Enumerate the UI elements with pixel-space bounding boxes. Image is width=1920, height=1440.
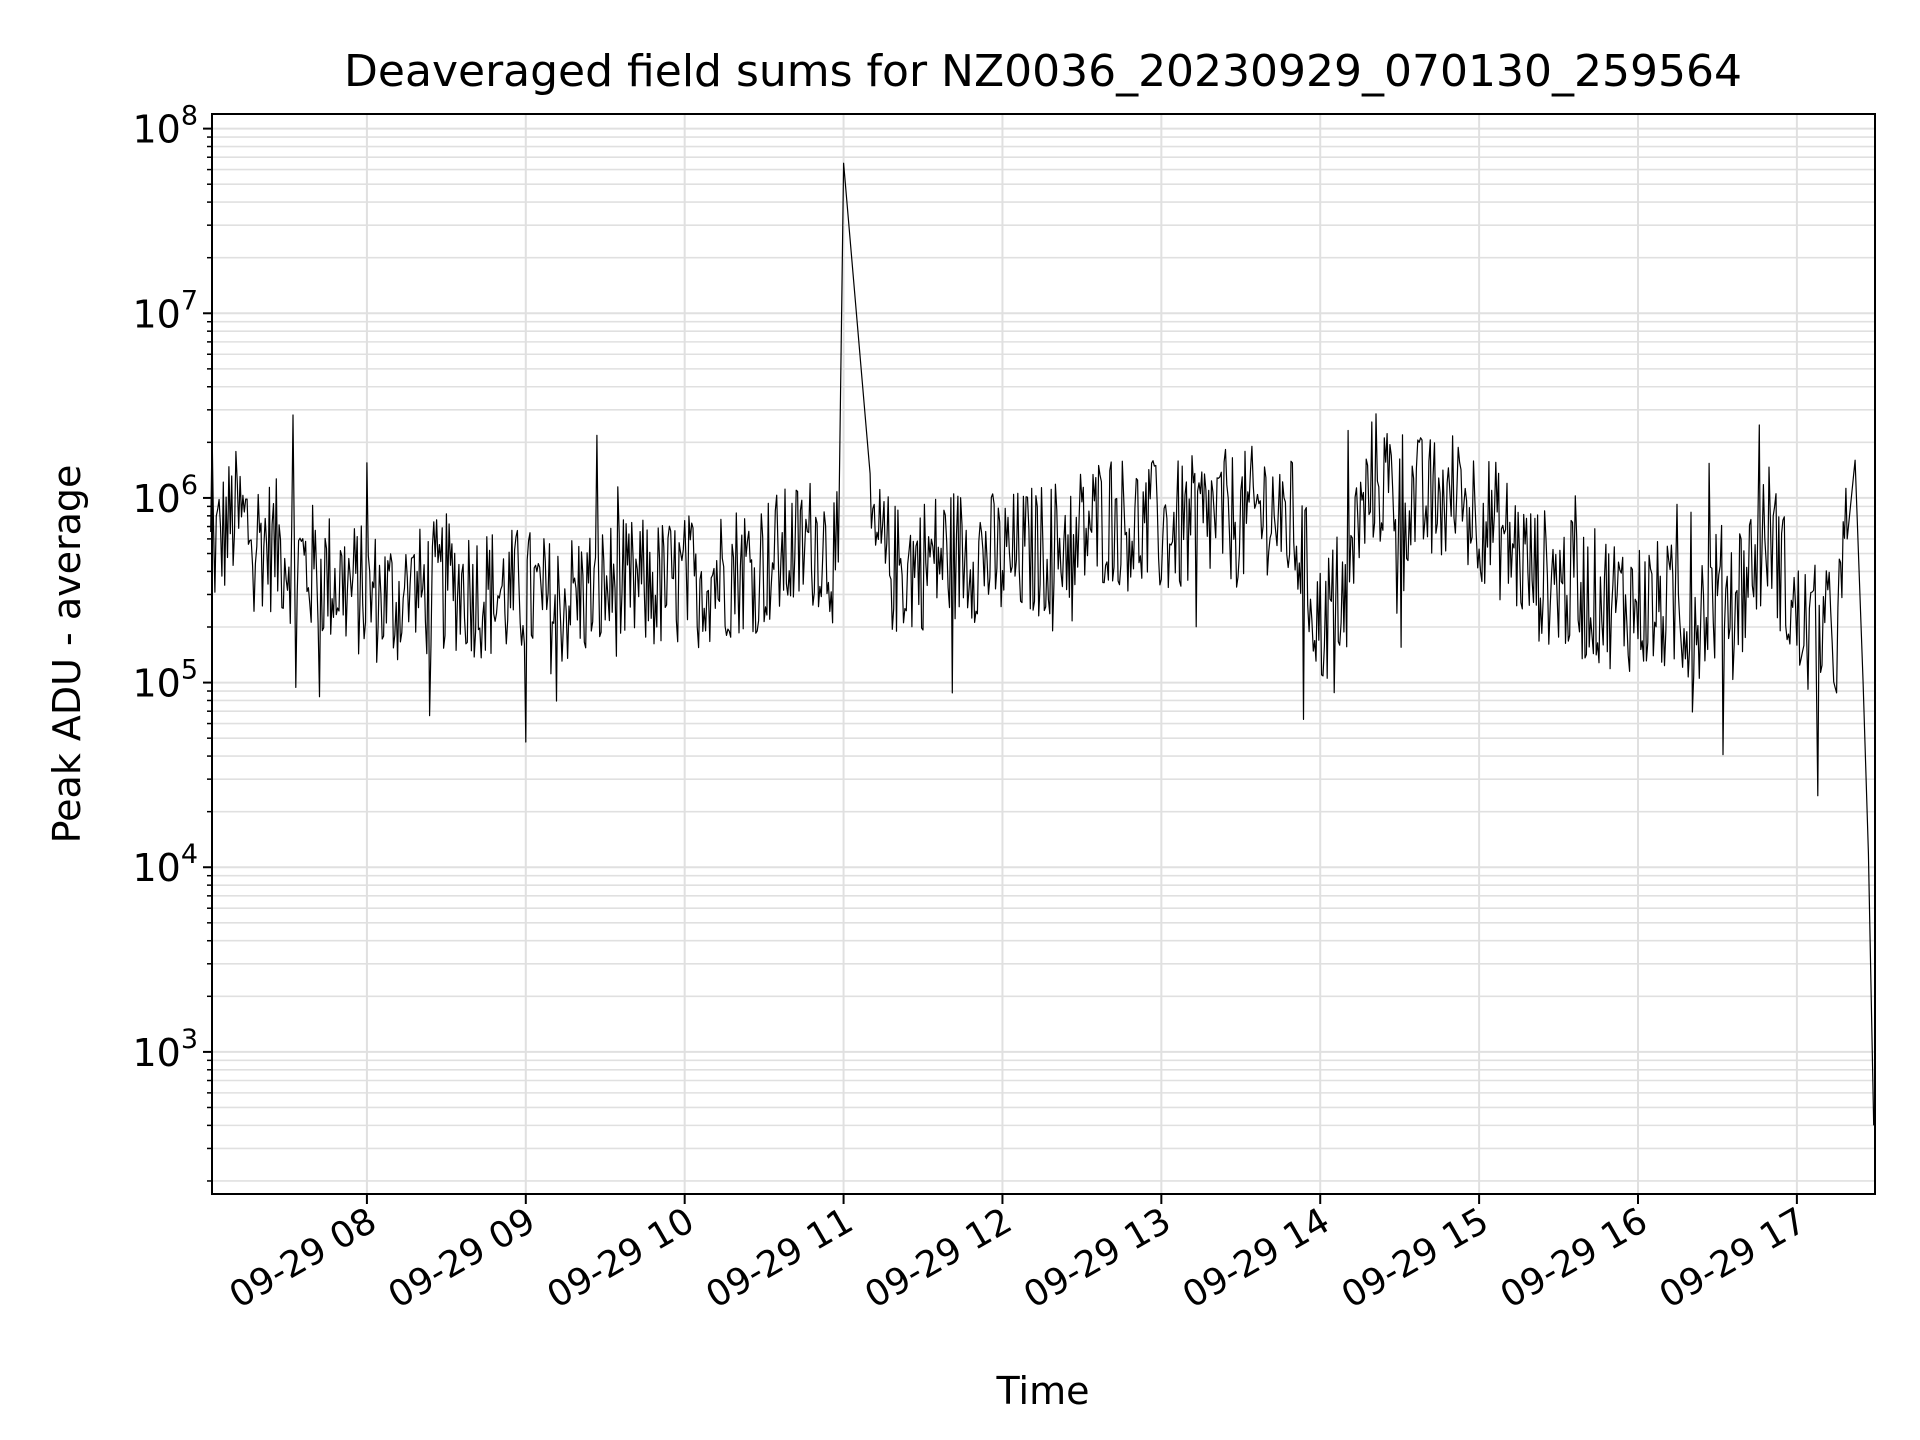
y-tick-label: 105 xyxy=(132,655,198,706)
x-tick-label: 09-29 08 xyxy=(223,1200,384,1316)
x-tick-label: 09-29 09 xyxy=(382,1200,543,1316)
plot-area xyxy=(210,162,1875,1126)
chart-title: Deaveraged field sums for NZ0036_2023092… xyxy=(344,46,1742,97)
x-tick-label: 09-29 12 xyxy=(858,1200,1019,1316)
y-tick-label: 106 xyxy=(132,470,198,521)
x-tick-label: 09-29 11 xyxy=(699,1200,860,1316)
y-tick-label: 107 xyxy=(132,285,198,336)
series-line xyxy=(210,162,1875,1126)
grid-lines xyxy=(212,114,1875,1194)
x-tick-label: 09-29 13 xyxy=(1017,1200,1178,1316)
x-tick-label: 09-29 16 xyxy=(1494,1200,1655,1316)
x-tick-label: 09-29 14 xyxy=(1176,1200,1337,1316)
y-axis-label: Peak ADU - average xyxy=(45,465,89,844)
x-tick-label: 09-29 15 xyxy=(1335,1200,1496,1316)
x-tick-label: 09-29 10 xyxy=(541,1200,702,1316)
y-tick-label: 108 xyxy=(132,101,198,152)
y-tick-label: 104 xyxy=(132,839,198,890)
y-tick-label: 103 xyxy=(132,1024,198,1075)
x-tick-label: 09-29 17 xyxy=(1653,1200,1814,1316)
x-axis-label: Time xyxy=(996,1369,1090,1413)
axes-frame xyxy=(211,113,1876,1195)
